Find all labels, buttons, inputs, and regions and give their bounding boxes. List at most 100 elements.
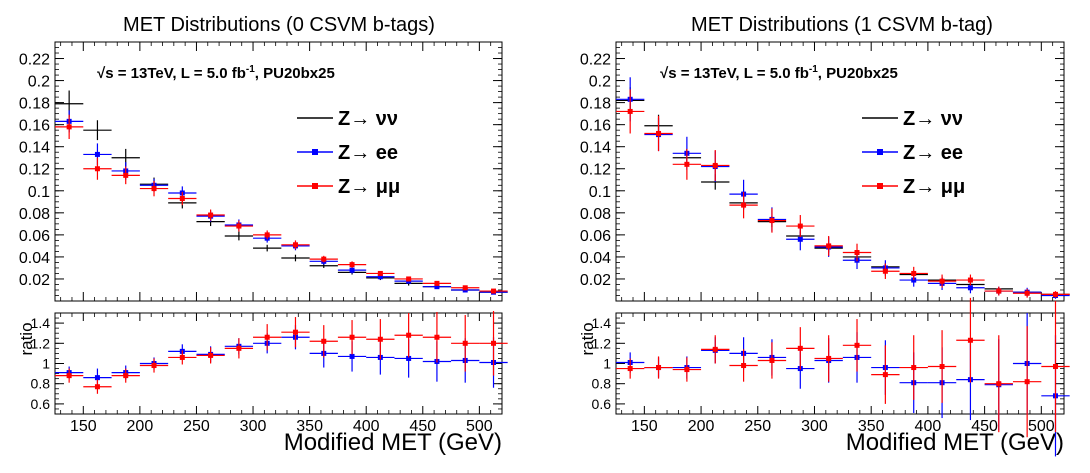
y-tick-label: 0.2 — [28, 74, 50, 91]
y-tick-label: 0.18 — [19, 96, 50, 113]
ratio-mumu-point — [94, 384, 100, 390]
upper-mumu-point — [264, 232, 270, 238]
y-tick-label: 0.14 — [19, 140, 50, 157]
right-ratio-ylabel: ratio — [578, 322, 597, 355]
ratio-y-tick-label: 1 — [603, 356, 611, 372]
ratio-mumu-point — [406, 332, 412, 338]
right-annotation: √s = 13TeV, L = 5.0 fb-1, PU20bx25 — [660, 64, 898, 82]
y-tick-label: 0.04 — [580, 250, 611, 267]
left-ratio-ylabel: ratio — [17, 322, 36, 355]
ratio-mumu-point — [939, 364, 945, 370]
y-tick-label: 0.16 — [19, 118, 50, 135]
y-tick-label: 0.08 — [19, 206, 50, 223]
ratio-mumu-point — [123, 373, 129, 379]
ratio-y-tick-label: 1.2 — [31, 335, 51, 351]
upper-mumu-point — [826, 243, 832, 249]
ratio-mumu-point — [826, 355, 832, 361]
ratio-mumu-point — [434, 334, 440, 340]
ratio-mumu-point — [684, 367, 690, 373]
y-tick-label: 0.04 — [19, 250, 50, 267]
x-tick-label: 350 — [296, 418, 323, 435]
ratio-ee-point — [94, 375, 100, 381]
x-tick-label: 150 — [70, 418, 97, 435]
upper-ee-point — [797, 236, 803, 242]
left-upper-frame — [54, 41, 503, 302]
upper-mumu-point — [854, 250, 860, 256]
y-tick-label: 0.2 — [589, 74, 611, 91]
y-tick-label: 0.12 — [19, 162, 50, 179]
x-tick-label: 300 — [801, 418, 828, 435]
ratio-mumu-point — [797, 345, 803, 351]
y-tick-label: 0.1 — [28, 184, 50, 201]
ratio-mumu-point — [264, 334, 270, 340]
right-upper-frame — [615, 41, 1065, 302]
y-tick-label: 0.08 — [580, 206, 611, 223]
ratio-mumu-point — [179, 354, 185, 360]
legend-label-ee: Z→ ee — [903, 142, 963, 164]
right-upper-data — [616, 77, 1070, 299]
upper-mumu-point — [769, 218, 775, 224]
right-ratio-axes: 0.6 0.8 1 1.2 1.4 150 200 250 300 350 400 450 500 — [592, 313, 1064, 435]
y-tick-label: 0.12 — [580, 162, 611, 179]
ratio-y-tick-label: 0.6 — [592, 396, 612, 412]
upper-ee-point — [377, 274, 383, 280]
left-ratio-axes: 0.6 0.8 1 1.2 1.4 150 200 250 300 350 400 450 500 — [31, 313, 502, 435]
y-tick-label: 0.16 — [580, 118, 611, 135]
upper-mumu-point — [967, 277, 973, 283]
ratio-mumu-point — [741, 363, 747, 369]
upper-mumu-point — [179, 196, 185, 202]
ratio-mumu-point — [66, 373, 72, 379]
left-xlabel: Modified MET (GeV) — [284, 429, 502, 456]
upper-mumu-point — [236, 223, 242, 229]
upper-mumu-point — [94, 166, 100, 172]
x-tick-label: 450 — [409, 418, 436, 435]
ratio-mumu-point — [769, 357, 775, 363]
ratio-mumu-point — [712, 346, 718, 352]
ratio-y-tick-label: 0.8 — [31, 376, 51, 392]
upper-mumu-point — [996, 288, 1002, 294]
ratio-mumu-point — [627, 366, 633, 372]
left-upper-axes: 0.02 0.04 0.06 0.08 0.1 0.12 0.14 0.16 0.18 0.2 0.… — [19, 42, 502, 301]
y-tick-label: 0.22 — [19, 52, 50, 69]
upper-ee-point — [94, 151, 100, 157]
x-tick-label: 350 — [858, 418, 885, 435]
upper-mumu-point — [882, 268, 888, 274]
upper-mumu-point — [627, 108, 633, 114]
right-chart-title: MET Distributions (1 CSVM b-tag) — [691, 14, 993, 36]
legend-label-mumu: Z→ μμ — [903, 176, 965, 198]
x-tick-label: 300 — [240, 418, 267, 435]
ratio-mumu-point — [854, 342, 860, 348]
y-tick-label: 0.22 — [580, 52, 611, 69]
right-ratio-data — [616, 297, 1070, 457]
upper-mumu-point — [1052, 291, 1058, 297]
left-chart-title: MET Distributions (0 CSVM b-tags) — [123, 14, 435, 36]
upper-mumu-point — [434, 280, 440, 286]
right-upper-axes: 0.02 0.04 0.06 0.08 0.1 0.12 0.14 0.16 0.18 0.2 0.… — [580, 42, 1064, 301]
upper-mumu-point — [208, 212, 214, 218]
legend-label-mumu: Z→ μμ — [338, 176, 400, 198]
ratio-y-tick-label: 1.2 — [592, 335, 612, 351]
x-tick-label: 200 — [127, 418, 154, 435]
ratio-mumu-point — [377, 336, 383, 342]
ratio-mumu-point — [462, 340, 468, 346]
y-tick-label: 0.14 — [580, 140, 611, 157]
y-tick-label: 0.06 — [580, 228, 611, 245]
upper-mumu-point — [797, 223, 803, 229]
y-tick-label: 0.18 — [580, 96, 611, 113]
legend-label-nunu: Z→ νν — [338, 108, 398, 130]
ratio-y-tick-label: 0.6 — [31, 396, 51, 412]
x-tick-label: 500 — [1028, 418, 1055, 435]
ratio-mumu-point — [321, 338, 327, 344]
upper-mumu-point — [911, 270, 917, 276]
left-ratio-data — [55, 310, 508, 394]
x-tick-label: 450 — [971, 418, 998, 435]
legend-label-ee: Z→ ee — [338, 142, 398, 164]
ratio-mumu-point — [1024, 379, 1030, 385]
legend-marker-mumu — [877, 183, 883, 189]
legend-marker-ee — [877, 149, 883, 155]
upper-mumu-point — [377, 270, 383, 276]
upper-mumu-point — [656, 130, 662, 136]
x-tick-label: 200 — [688, 418, 715, 435]
ratio-y-tick-label: 1 — [42, 356, 50, 372]
